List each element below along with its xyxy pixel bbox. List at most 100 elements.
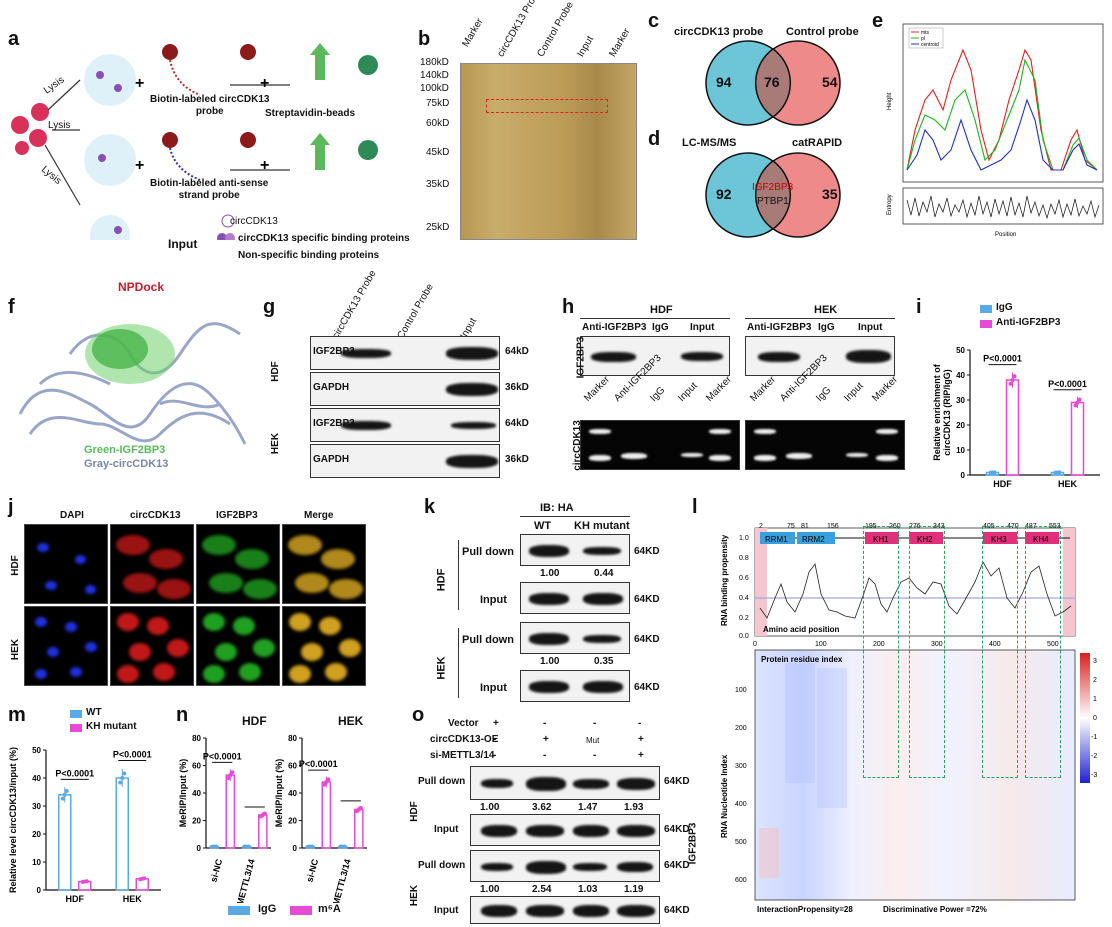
chart-m: 0 10 20 30 40 50 HDF P<0.0001 HEK P<0.0001 Relativ… [8,746,161,904]
svg-text:+: + [135,157,144,174]
o-s01: - [543,718,547,729]
h-cell-1: HEK [814,304,838,316]
x-tick-label: HEK [1058,479,1078,489]
micro-igf-hek [196,606,280,686]
micro-merge-hdf [282,524,366,604]
h-gel-lane-9: Marker [870,374,901,404]
kh-box-3 [982,526,1018,778]
legend-i-swatch-1 [980,320,992,328]
panel-label-g: g [263,296,276,318]
o-q1-3: 1.93 [624,802,644,813]
venn-d-igf2bp3: IGF2BP3 [752,182,794,193]
k-q2-0: 1.00 [540,656,560,667]
heat-ytick-3: 400 [735,801,747,808]
svg-text:0.4: 0.4 [739,595,749,602]
data-point [62,792,67,797]
p-value: P<0.0001 [983,354,1022,364]
k-q1-1: 0.44 [594,568,614,579]
chart-i: 0 10 20 30 40 50 HDF P<0.0001 HEK P<0.0001 Relativ… [932,346,1100,489]
o-group-1: HEK [409,884,421,907]
colorbar [1080,653,1090,783]
data-point [84,879,89,884]
p-value: P<0.0001 [203,751,242,761]
y-tick-label: 30 [956,396,965,405]
group-g-0: HDF [269,361,281,382]
h-gel-lane-4: Marker [704,374,735,404]
o-kd-2: 64KD [664,860,690,871]
data-point [230,770,235,775]
lane-g-1: Control Probe [395,282,436,341]
o-cond-2: si-METTL3/14 [430,750,495,761]
pos-1: 75 [787,523,795,530]
k-row-1: Input [480,594,507,606]
panel-label-n: n [176,704,189,726]
marker-b-4: 60kD [426,118,450,129]
k-ib: IB: HA [540,502,574,514]
domain-kh3: KH3 [991,535,1007,544]
heat-ylabel: RNA Nucleotide Index [720,754,729,838]
venn-c-n-mid: 76 [764,74,780,90]
j-row-0: HDF [9,555,21,576]
o-group-0: HDF [408,801,420,822]
yticks-l: 1.0 0.8 0.6 0.4 0.2 0.0 [739,535,749,640]
j-col-2: IGF2BP3 [216,510,258,521]
k-row-3: Input [480,682,507,694]
k-group-0: HDF [435,568,448,592]
panel-label-j: j [8,496,14,518]
svg-text:0.8: 0.8 [739,555,749,562]
cb-6: -3 [1091,772,1097,779]
heat-title: Protein residue index [761,655,843,664]
legend-e-0: mts [921,30,930,36]
svg-text:+: + [260,75,269,92]
l-footer-2: Discriminative Power =72% [883,905,987,914]
lane-b-0: Marker [460,16,486,49]
k-kd-0: 64KD [634,546,660,557]
y-tick-label: 40 [192,789,201,798]
o-s10: - [493,734,497,745]
bar [258,814,268,849]
h-line-0 [580,318,730,319]
o-s22: - [593,750,597,761]
data-point [1075,400,1080,405]
green-legend: Green-IGF2BP3 [84,444,166,456]
data-point [118,780,123,785]
size-g-1: 36kD [505,382,529,393]
venn-c-left-label: circCDK13 probe [674,26,764,38]
h-side-top: IGF2BP3 [575,336,587,379]
data-point [214,844,219,849]
data-point [1008,381,1013,386]
k-kd-3: 64KD [634,682,660,693]
domain-boxes [760,532,1059,544]
h-lane-1: IgG [652,322,669,333]
y-tick-label: 80 [288,734,297,743]
o-s20: - [493,750,497,761]
o-cond-0: Vector [448,718,479,729]
y-tick-label: 0 [961,471,966,480]
data-point [226,776,231,781]
svg-text:+: + [260,157,269,174]
micro-dapi-hek [24,606,108,686]
bar [1005,379,1020,476]
h-lane-4: IgG [818,322,835,333]
h-lane-2: Input [690,322,715,333]
data-point [1010,378,1015,382]
docking-structure [18,322,247,445]
data-point [142,876,147,881]
blot-g-2 [310,372,500,406]
x-tick-label: si-NC [304,857,320,883]
beads-label: Streptavidin-beads [265,108,356,119]
y-tick-label: 0 [293,844,298,853]
size-g-3: 36kD [505,454,529,465]
legend-n-swatch-1 [290,906,312,915]
venn-c-right-label: Control probe [786,26,859,38]
o-s21: - [543,750,547,761]
legend-n-swatch-0 [228,906,250,915]
highlight-box [486,99,608,113]
data-point [228,773,233,778]
panel-label-o: o [412,704,425,726]
o-q1-1: 3.62 [532,802,552,813]
y-tick-label: 20 [192,817,201,826]
venn-c-n-right: 54 [822,74,838,90]
blot-g-3 [310,408,500,442]
y-tick-label: 60 [288,762,297,771]
